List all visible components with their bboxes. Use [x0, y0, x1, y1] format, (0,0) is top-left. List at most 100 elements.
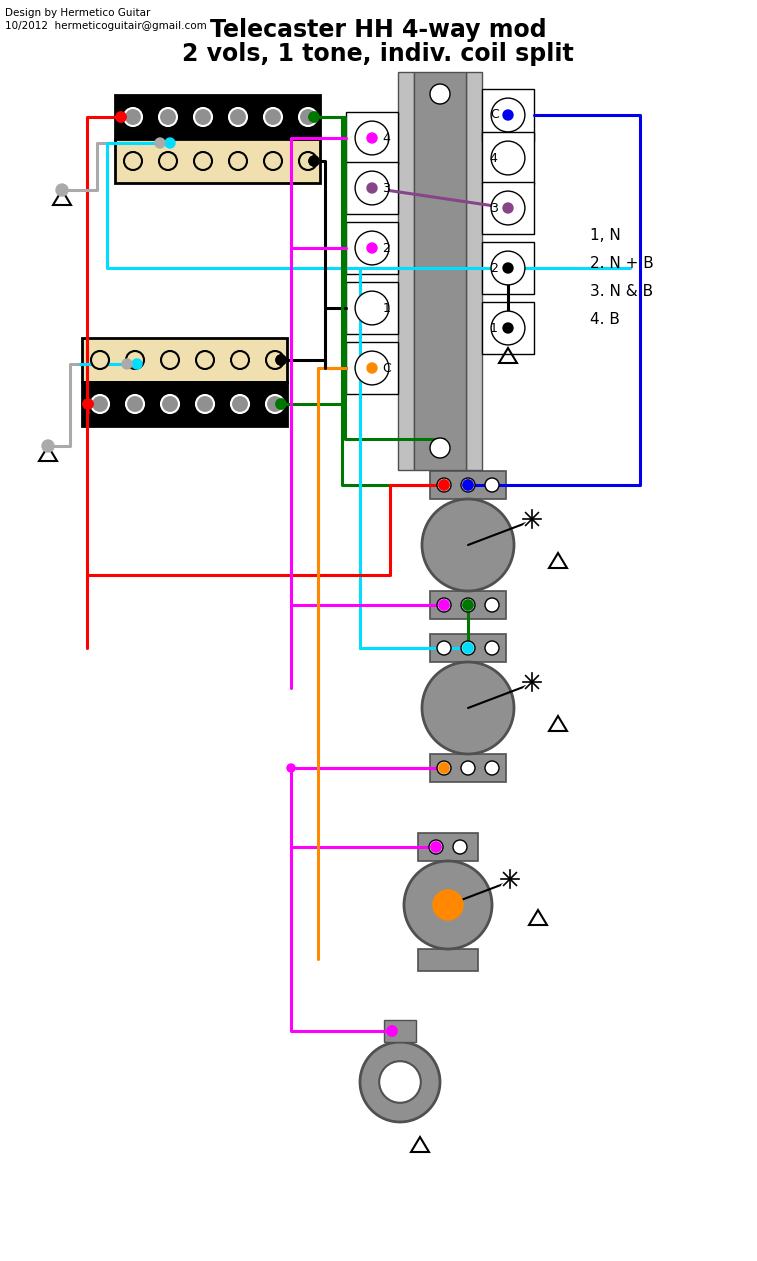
- Circle shape: [463, 600, 473, 610]
- Circle shape: [387, 1026, 397, 1037]
- Circle shape: [463, 643, 473, 653]
- Bar: [82, 338, 287, 382]
- Text: 2: 2: [382, 242, 391, 255]
- Circle shape: [422, 499, 514, 591]
- Circle shape: [299, 153, 317, 170]
- Text: Telecaster HH 4-way mod: Telecaster HH 4-way mod: [210, 18, 547, 42]
- Circle shape: [360, 1042, 440, 1122]
- Bar: [418, 834, 478, 861]
- Circle shape: [464, 644, 472, 652]
- Circle shape: [299, 108, 317, 126]
- Text: C: C: [382, 362, 391, 375]
- Text: 10/2012  hermeticoguitair@gmail.com: 10/2012 hermeticoguitair@gmail.com: [5, 21, 207, 32]
- Bar: [346, 161, 398, 214]
- Circle shape: [367, 132, 377, 142]
- Circle shape: [485, 760, 499, 776]
- Circle shape: [463, 600, 473, 610]
- Circle shape: [439, 600, 449, 610]
- Circle shape: [485, 478, 499, 492]
- Circle shape: [453, 840, 467, 854]
- Circle shape: [437, 760, 451, 776]
- Circle shape: [231, 395, 249, 414]
- Bar: [346, 282, 398, 334]
- Circle shape: [276, 356, 286, 364]
- Circle shape: [355, 121, 389, 155]
- Circle shape: [355, 351, 389, 385]
- Circle shape: [437, 478, 451, 492]
- Circle shape: [463, 480, 473, 491]
- Bar: [430, 591, 506, 619]
- Circle shape: [229, 153, 247, 170]
- Circle shape: [196, 351, 214, 369]
- Circle shape: [309, 156, 319, 166]
- Circle shape: [355, 171, 389, 204]
- Circle shape: [264, 108, 282, 126]
- Text: 2: 2: [490, 261, 497, 275]
- Circle shape: [491, 192, 525, 224]
- Bar: [115, 139, 320, 183]
- Text: 4: 4: [382, 131, 391, 145]
- Text: 1, N: 1, N: [590, 227, 621, 242]
- Circle shape: [165, 137, 175, 148]
- Circle shape: [159, 108, 177, 126]
- Circle shape: [355, 291, 389, 325]
- Text: 1: 1: [382, 301, 391, 314]
- Circle shape: [266, 395, 284, 414]
- Circle shape: [461, 598, 475, 612]
- Circle shape: [276, 398, 286, 409]
- Circle shape: [194, 108, 212, 126]
- Circle shape: [231, 351, 249, 369]
- Circle shape: [116, 112, 126, 122]
- Circle shape: [439, 480, 449, 491]
- Text: 4. B: 4. B: [590, 311, 620, 327]
- Text: Design by Hermetico Guitar: Design by Hermetico Guitar: [5, 8, 151, 18]
- Circle shape: [309, 112, 319, 122]
- Text: 2 vols, 1 tone, indiv. coil split: 2 vols, 1 tone, indiv. coil split: [182, 42, 574, 66]
- Circle shape: [503, 110, 513, 120]
- Bar: [346, 342, 398, 393]
- Circle shape: [491, 141, 525, 175]
- Bar: [346, 112, 398, 164]
- Circle shape: [355, 231, 389, 265]
- Circle shape: [126, 395, 144, 414]
- Circle shape: [83, 398, 93, 409]
- Circle shape: [387, 1026, 397, 1037]
- Circle shape: [367, 363, 377, 373]
- Circle shape: [430, 84, 450, 103]
- Circle shape: [463, 480, 473, 491]
- Bar: [482, 90, 534, 141]
- Circle shape: [276, 398, 286, 409]
- Circle shape: [91, 351, 109, 369]
- Circle shape: [439, 480, 449, 491]
- Bar: [482, 132, 534, 184]
- Circle shape: [461, 641, 475, 654]
- Circle shape: [437, 641, 451, 654]
- Circle shape: [429, 840, 443, 854]
- Circle shape: [196, 395, 214, 414]
- Circle shape: [431, 842, 441, 852]
- Circle shape: [264, 153, 282, 170]
- Circle shape: [431, 842, 441, 852]
- Text: 1: 1: [490, 322, 497, 334]
- Circle shape: [367, 183, 377, 193]
- Circle shape: [503, 323, 513, 333]
- Circle shape: [422, 662, 514, 754]
- Text: 3. N & B: 3. N & B: [590, 284, 653, 299]
- Bar: [482, 242, 534, 294]
- Circle shape: [229, 108, 247, 126]
- Circle shape: [491, 311, 525, 346]
- Circle shape: [485, 598, 499, 612]
- Circle shape: [503, 264, 513, 272]
- Circle shape: [83, 398, 93, 409]
- Circle shape: [91, 395, 109, 414]
- Circle shape: [485, 641, 499, 654]
- Circle shape: [56, 184, 68, 195]
- Circle shape: [126, 351, 144, 369]
- Circle shape: [430, 438, 450, 458]
- Circle shape: [159, 153, 177, 170]
- Circle shape: [42, 440, 54, 451]
- Text: 3: 3: [490, 202, 497, 214]
- Circle shape: [503, 203, 513, 213]
- Circle shape: [491, 98, 525, 132]
- Bar: [482, 301, 534, 354]
